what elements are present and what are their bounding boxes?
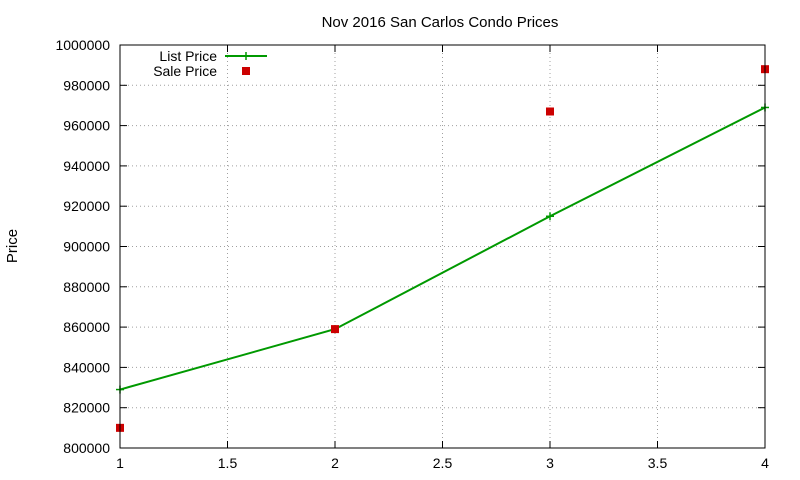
y-tick-label: 860000 (63, 319, 110, 335)
plot-frame (119, 44, 766, 449)
series-line (119, 106, 766, 391)
legend-label: Sale Price (153, 63, 217, 79)
x-tick-label: 4 (761, 455, 769, 471)
y-tick-label: 840000 (63, 359, 110, 375)
series-sale-price (116, 65, 769, 432)
legend-label: List Price (159, 48, 217, 64)
y-tick-label: 980000 (63, 77, 110, 93)
chart-title: Nov 2016 San Carlos Condo Prices (322, 14, 559, 31)
y-tick-label: 940000 (63, 158, 110, 174)
y-tick-label: 900000 (63, 239, 110, 255)
data-point (546, 107, 554, 116)
legend-marker (242, 52, 250, 60)
legend-marker (242, 67, 250, 75)
y-tick-label: 1000000 (55, 37, 110, 53)
y-tick-label: 880000 (63, 279, 110, 295)
y-tick-label: 960000 (63, 118, 110, 134)
x-tick-label: 2 (331, 455, 339, 471)
x-tick-label: 3 (546, 455, 554, 471)
y-tick-label: 800000 (63, 440, 110, 456)
y-axis-label: Price (4, 229, 21, 263)
x-tick-label: 1.5 (218, 455, 238, 471)
x-tick-label: 2.5 (433, 455, 453, 471)
data-point (331, 325, 339, 334)
series-list-price (116, 103, 769, 394)
x-tick-label: 3.5 (648, 455, 668, 471)
tick-labels: 1 1.5 2 2.5 3 3.5 4 800000 820000 840000 860000 880… (55, 37, 769, 471)
x-tick-label: 1 (116, 455, 124, 471)
plot-series (116, 65, 769, 432)
y-tick-label: 820000 (63, 400, 110, 416)
data-point (546, 212, 554, 221)
grid-lines (120, 45, 765, 448)
y-tick-label: 920000 (63, 198, 110, 214)
